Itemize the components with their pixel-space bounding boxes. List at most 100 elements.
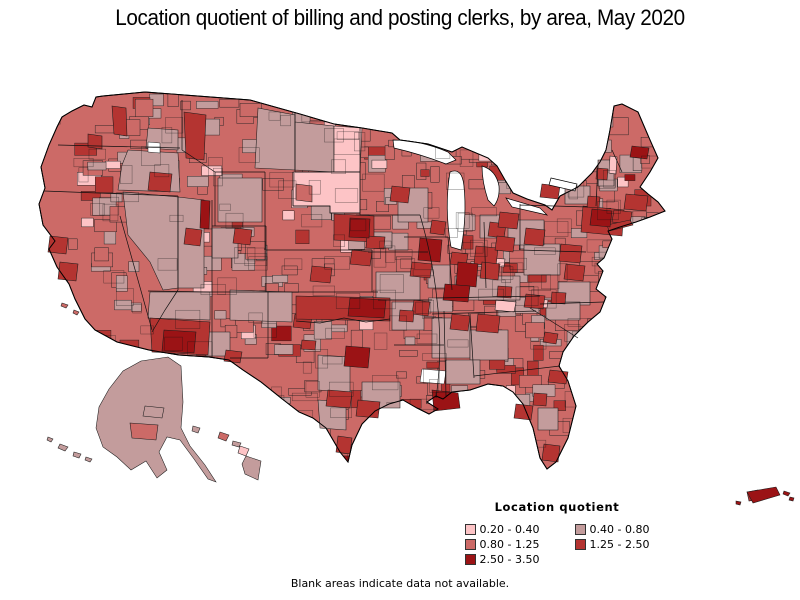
area-boundary (305, 380, 320, 398)
area-boundary (613, 340, 624, 355)
map-area (224, 384, 242, 398)
map-area (468, 179, 485, 190)
area-boundary (284, 258, 303, 270)
map-area (655, 302, 665, 315)
area-boundary (141, 146, 161, 166)
map-area (480, 115, 499, 124)
area-boundary (103, 270, 125, 284)
area-boundary (217, 277, 237, 295)
map-area (401, 103, 421, 111)
area-boundary (116, 288, 134, 306)
map-area (167, 92, 179, 107)
map-area (592, 451, 612, 461)
area-boundary (638, 346, 654, 359)
area-boundary (584, 118, 602, 137)
area-boundary (373, 248, 387, 268)
area-boundary (528, 274, 551, 291)
legend-swatch (574, 539, 586, 550)
north-arizona (147, 291, 211, 321)
area-boundary (539, 160, 554, 178)
map-area (463, 419, 484, 428)
area-boundary (219, 203, 231, 211)
area-boundary (445, 228, 458, 238)
area-boundary (40, 112, 61, 125)
map-area (639, 271, 656, 282)
portland-maine-metro (629, 145, 650, 160)
area-boundary (624, 446, 642, 465)
map-area (440, 112, 459, 130)
map-area (262, 178, 284, 191)
map-area (278, 95, 290, 105)
area-boundary (253, 323, 277, 338)
map-area (94, 247, 109, 262)
map-area (630, 327, 645, 340)
area-boundary (333, 234, 345, 247)
map-area (281, 265, 298, 276)
area-boundary (381, 107, 392, 127)
map-area (606, 382, 616, 390)
area-boundary (515, 118, 532, 126)
map-area (644, 217, 657, 232)
map-area (432, 460, 442, 469)
area-boundary (423, 368, 440, 384)
map-area (429, 124, 442, 133)
map-area (519, 375, 542, 388)
map-area (594, 390, 611, 409)
map-area (652, 183, 665, 193)
map-area (114, 299, 132, 311)
map-area (507, 173, 523, 182)
area-boundary (598, 179, 616, 189)
oahu (217, 431, 230, 442)
map-area (570, 168, 579, 186)
kauai (191, 425, 201, 434)
denver-metro (232, 227, 253, 246)
map-area (588, 409, 610, 417)
map-area (497, 394, 508, 408)
map-area (350, 329, 363, 348)
map-area (584, 426, 598, 442)
legend-swatch (464, 554, 476, 565)
area-boundary (399, 96, 418, 111)
map-area (224, 324, 238, 339)
nashville-inner (442, 283, 471, 303)
map-area (452, 99, 466, 114)
map-area (504, 428, 519, 440)
portland-metro (87, 133, 103, 150)
map-area (477, 434, 488, 444)
map-area (453, 451, 469, 465)
area-boundary (324, 256, 350, 270)
milwaukee-metro (429, 219, 447, 236)
map-area (282, 210, 295, 221)
map-area (274, 344, 294, 355)
map-area (266, 457, 290, 469)
map-area (371, 159, 388, 169)
map-area (327, 463, 337, 469)
pr-speck-1 (782, 490, 791, 497)
area-boundary (424, 92, 441, 103)
map-area (527, 167, 547, 178)
map-area (631, 360, 644, 370)
legend-label: 0.20 - 0.40 (479, 523, 540, 536)
wyoming-patch (217, 177, 263, 223)
map-area (500, 442, 525, 459)
area-boundary (461, 242, 484, 254)
pittsburgh-metro (523, 227, 546, 247)
charlotte-metro (523, 293, 546, 310)
map-area (134, 98, 154, 117)
area-boundary (331, 159, 346, 174)
map-area (615, 302, 626, 318)
map-area (506, 169, 519, 184)
raleigh-metro (550, 291, 567, 305)
map-area (395, 256, 412, 273)
pr-speck-2 (788, 496, 795, 502)
map-area (86, 392, 97, 408)
area-boundary (72, 412, 90, 429)
area-boundary (632, 323, 655, 339)
map-area (612, 365, 635, 374)
map-area (513, 443, 536, 458)
legend-label: 2.50 - 3.50 (479, 553, 540, 566)
map-area (641, 92, 654, 105)
map-area (477, 389, 496, 409)
